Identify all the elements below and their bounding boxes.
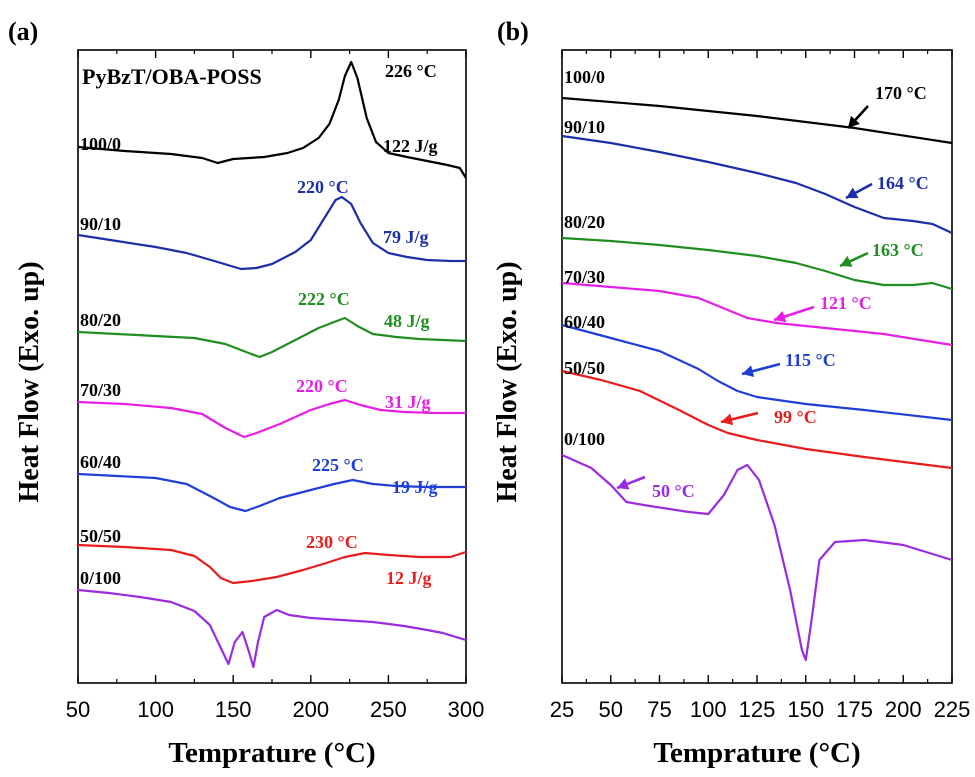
panel-b-tg-arrowhead [846,187,859,199]
panel-letter-b: (b) [497,17,529,46]
panel-a-composition-label: 80/20 [80,310,121,330]
panel-b-x-tick-label: 200 [885,697,922,722]
panel-b-tg-arrowhead [774,310,787,323]
panel-b-y-axis-label: Heat Flow (Exo. up) [492,261,523,502]
panel-b-tg-label: 163 °C [872,240,924,260]
panel-b-x-tick-label: 25 [550,697,574,722]
panel-b-composition-label: 0/100 [564,429,605,449]
panel-a-x-tick-label: 150 [215,697,252,722]
panel-b-tg-label: 121 °C [820,293,872,313]
panel-b-tg-label: 115 °C [785,350,836,370]
panel-b-composition-label: 80/20 [564,212,605,232]
panel-a-enthalpy-label: 122 J/g [383,136,438,156]
panel-a-enthalpy-label: 79 J/g [383,227,429,247]
panel-a-composition-label: 70/30 [80,380,121,400]
panel-a-enthalpy-label: 48 J/g [384,311,430,331]
panel-b-tg-label: 50 °C [652,481,695,501]
panel-a-y-axis-label: Heat Flow (Exo. up) [14,261,45,502]
panel-a-plot: 50 100 150 200 250 300 PyBzT/OBA-POSS 100/0 226 … [66,49,485,722]
panel-b-tg-arrowhead [840,255,853,267]
panel-a-x-axis-label: Temprature (°C) [168,737,375,769]
panel-b-composition-label: 100/0 [564,67,605,87]
panel-a-peak-temperature-label: 225 °C [312,455,364,475]
panel-b-tg-arrowhead [617,478,630,490]
panel-b-plot: 25 50 75 100 125 150 175 200 225 100/0 170 °C 90/10… [550,49,971,722]
panel-a-composition-label: 90/10 [80,214,121,234]
panel-b-x-tick-label: 50 [599,697,623,722]
panel-b-series-line-100-0 [561,96,953,145]
panel-a-x-tick-label: 50 [66,697,90,722]
panel-b-x-tick-label: 75 [647,697,671,722]
panel-a-x-tick-label: 300 [448,697,485,722]
panel-b-tg-label: 170 °C [875,83,927,103]
panel-b-series-line-70-30 [561,281,953,347]
panel-a-series-line-70-30 [77,398,466,439]
panel-a-composition-label: 0/100 [80,568,121,588]
panel-a-title: PyBzT/OBA-POSS [82,64,262,89]
panel-b-x-axis-label: Temprature (°C) [653,737,860,769]
panel-a-peak-temperature-label: 220 °C [297,177,349,197]
panel-b-tg-label: 99 °C [774,407,817,427]
panel-a-enthalpy-label: 12 J/g [386,568,432,588]
panel-a-peak-temperature-label: 230 °C [306,532,358,552]
panel-a-peak-temperature-label: 220 °C [296,376,348,396]
panel-b-series-line-0-100 [561,453,953,662]
panel-b-composition-label: 70/30 [564,267,605,287]
panel-b-composition-label: 50/50 [564,358,605,378]
panel-letter-a: (a) [8,17,38,46]
panel-a-series-line-60-40 [77,472,466,513]
panel-b-composition-label: 90/10 [564,117,605,137]
panel-a-series-line-90-10 [77,195,466,271]
panel-b-series-line-50-50 [561,369,953,470]
panel-a-x-tick-label: 100 [137,697,174,722]
panel-b-tg-arrowhead [848,115,860,128]
panel-a-peak-temperature-label: 226 °C [385,61,437,81]
panel-a-composition-label: 100/0 [80,134,121,154]
panel-b-tg-arrowhead [721,413,734,426]
panel-a-composition-label: 50/50 [80,526,121,546]
panel-a-peak-temperature-label: 222 °C [298,289,350,309]
panel-b-series-line-80-20 [561,236,953,291]
panel-b-x-tick-label: 100 [690,697,727,722]
panel-b-tg-arrowhead [742,365,755,378]
panel-a-x-tick-label: 200 [292,697,329,722]
panel-b-composition-label: 60/40 [564,312,605,332]
panel-a-enthalpy-label: 31 J/g [385,392,431,412]
panel-a-enthalpy-label: 19 J/g [392,477,438,497]
panel-a-series-line-100-0 [77,60,467,179]
panel-a-series-line-80-20 [77,316,467,359]
panel-a-series-line-50-50 [77,543,467,585]
panel-b-x-tick-label: 150 [787,697,824,722]
panel-b-series-line-60-40 [561,323,953,422]
panel-b-tg-label: 164 °C [877,173,929,193]
panel-a-composition-label: 60/40 [80,452,121,472]
panel-a-series-line-0-100 [77,588,467,669]
panel-b-x-tick-label: 125 [739,697,776,722]
panel-b-x-tick-label: 225 [934,697,971,722]
panel-b-x-tick-label: 175 [836,697,873,722]
panel-b-series-line-90-10 [561,134,953,234]
panel-a-x-tick-label: 250 [370,697,407,722]
